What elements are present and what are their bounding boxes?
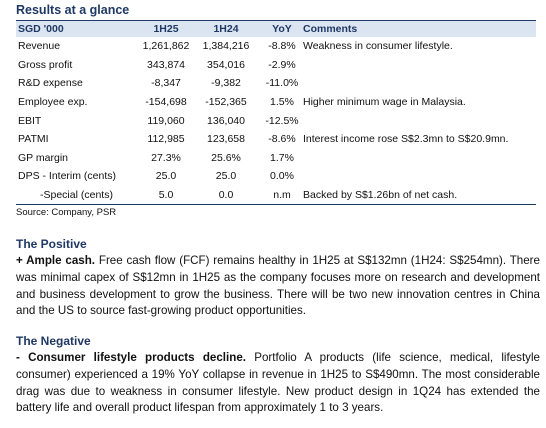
table-row: R&D expense -8,347 -9,382 -11.0% [16,74,536,93]
cell-value: 123,658 [207,133,245,146]
comment: Backed by S$1.26bn of net cash. [303,189,458,202]
header-cell: 1H24 [213,23,239,35]
table-row: DPS - Interim (cents) 25.0 25.0 0.0% [16,167,536,186]
cell-value: 112,985 [147,133,185,146]
cell-value: 1.5% [270,96,294,109]
comment: Higher minimum wage in Malaysia. [303,96,466,109]
header-cell: 1H25 [153,23,179,35]
body-text: Portfolio A products (life science, medi… [16,351,540,415]
table-row: -Special (cents) 5.0 0.0 n.m Backed by S$1.2… [16,186,536,205]
section-heading: The Negative [16,334,91,348]
cell-value: 0.0% [270,170,294,183]
lead: + Ample cash. [16,254,96,267]
table-row: EBIT 119,060 136,040 -12.5% [16,111,536,130]
cell-value: -8.8% [268,40,296,53]
negative-section: The Negative - Consumer lifestyle produc… [16,334,540,417]
paragraph: + Ample cash. Free cash flow (FCF) remai… [16,253,540,320]
header-row: SGD '000 1H25 1H24 YoY Comments [16,21,536,37]
cell-value: -9,382 [211,77,241,90]
table-row: Gross profit 343,874 354,016 -2.9% [16,56,536,75]
lead: - Consumer lifestyle products decline. [16,351,246,364]
row-label: Gross profit [18,58,73,71]
cell-value: -8,347 [151,77,181,90]
cell-value: 27.3% [151,151,181,164]
header-cell: YoY [272,23,292,35]
cell-value: -11.0% [265,77,299,90]
cell-value: -12.5% [265,114,299,127]
cell-value: 25.0 [155,170,177,183]
cell-value: -8.6% [268,133,296,146]
body-text: Free cash flow (FCF) remains healthy in … [16,254,540,318]
table-row: PATMI 112,985 123,658 -8.6% Interest income … [16,130,536,149]
comment: Weakness in consumer lifestyle. [303,40,453,53]
cell-value: 1,384,216 [202,40,250,53]
row-label: PATMI [18,133,49,146]
cell-value: -154,698 [145,96,187,109]
cell-value: 354,016 [207,58,245,71]
cell-value: 5.0 [158,189,174,202]
section-heading: The Positive [16,237,87,251]
table-row: Employee exp. -154,698 -152,365 1.5% Higher … [16,93,536,112]
row-label: -Special (cents) [40,189,113,202]
cell-value: 136,040 [207,114,245,127]
table-row: GP margin 27.3% 25.6% 1.7% [16,149,536,168]
cell-value: n.m [273,189,291,202]
header-cell: SGD '000 [18,23,64,35]
cell-value: 1.7% [270,151,294,164]
row-label: GP margin [18,151,68,164]
results-table: SGD '000 1H25 1H24 YoY Comments Revenue 1,261,… [16,20,536,206]
cell-value: -2.9% [268,58,296,71]
header-cell: Comments [303,23,358,35]
cell-value: 119,060 [147,114,185,127]
row-label: Revenue [18,40,61,53]
cell-value: 343,874 [147,58,185,71]
cell-value: 1,261,862 [142,40,190,53]
paragraph: - Consumer lifestyle products decline. P… [16,350,540,417]
row-label: Employee exp. [18,96,88,109]
table-row: Revenue 1,261,862 1,384,216 -8.8% Weakness i… [16,37,536,56]
row-label: R&D expense [18,77,83,90]
cell-value: -152,365 [205,96,247,109]
cell-value: 25.0 [215,170,237,183]
row-label: DPS - Interim (cents) [18,170,117,183]
cell-value: 25.6% [211,151,241,164]
title: Results at a glance [16,3,130,17]
cell-value: 0.0 [218,189,234,202]
comment: Interest income rose S$2.3mn to S$20.9mn… [303,133,509,146]
source: Source: Company, PSR [16,207,117,218]
positive-section: The Positive + Ample cash. Free cash flo… [16,237,540,320]
row-label: EBIT [18,114,42,127]
